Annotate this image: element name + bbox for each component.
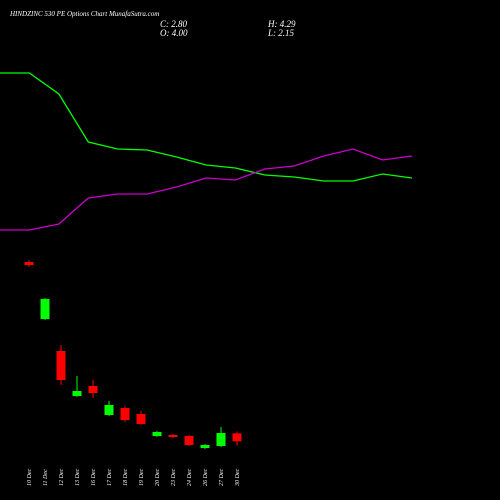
- candle-body: [104, 405, 114, 415]
- x-tick-label: 23 Dec: [171, 469, 177, 486]
- x-tick-label: 24 Dec: [186, 469, 193, 486]
- x-tick-label: 26 Dec: [203, 469, 209, 486]
- x-tick-label: 20 Dec: [155, 469, 161, 486]
- candle-body: [152, 432, 162, 436]
- candle-body: [200, 445, 210, 448]
- x-tick-label: 10 Dec: [27, 469, 33, 486]
- low-label: L: 2.15: [267, 28, 295, 38]
- candle-body: [136, 414, 146, 424]
- candle-body: [184, 436, 194, 445]
- x-tick-label: 27 Dec: [219, 469, 225, 486]
- candle-body: [56, 351, 66, 380]
- x-tick-label: 11 Dec: [43, 469, 49, 486]
- x-tick-label: 30 Dec: [235, 469, 241, 487]
- chart-title: HINDZINC 530 PE Options Chart MunafaSutr…: [9, 10, 159, 18]
- indicator-line: [0, 148, 413, 231]
- x-tick-label: 18 Dec: [123, 469, 129, 486]
- high-label: H: 4.29: [267, 19, 296, 29]
- candle-body: [120, 408, 130, 420]
- x-tick-label: 16 Dec: [91, 469, 97, 486]
- candle-body: [88, 386, 98, 393]
- close-label: C: 2.80: [160, 19, 188, 29]
- x-tick-label: 19 Dec: [139, 469, 145, 486]
- candle-body: [168, 435, 178, 437]
- x-tick-label: 17 Dec: [107, 469, 113, 486]
- candle-body: [232, 433, 242, 442]
- candle-body: [24, 262, 34, 265]
- candle-body: [40, 299, 50, 319]
- x-tick-label: 12 Dec: [59, 469, 65, 486]
- open-label: O: 4.00: [160, 28, 188, 38]
- candle-body: [216, 433, 226, 446]
- indicator-line: [0, 72, 413, 182]
- x-tick-label: 13 Dec: [75, 469, 81, 486]
- candle-body: [72, 391, 82, 396]
